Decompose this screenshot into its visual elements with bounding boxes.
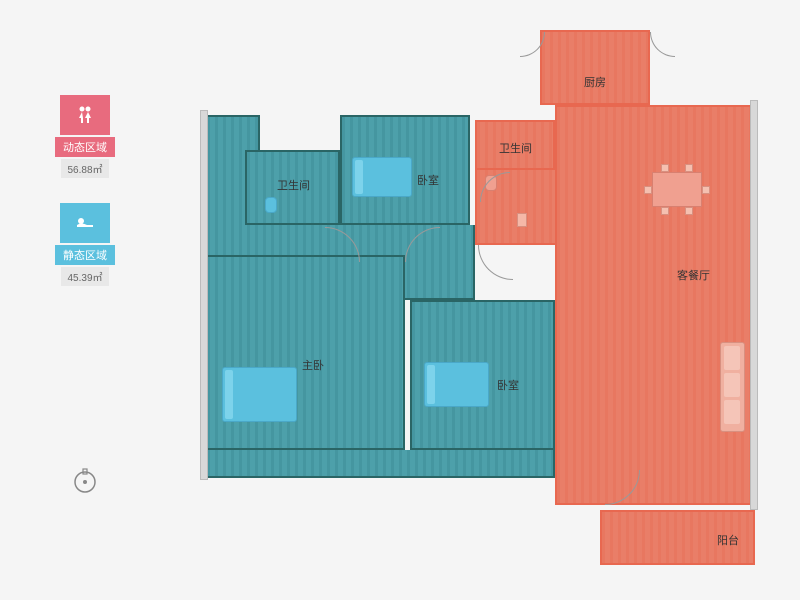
bedroom1-label: 卧室 <box>417 172 439 188</box>
floor-plan: 厨房 客餐厅 卫生间 阳台 <box>190 20 770 580</box>
legend-panel: 动态区域 56.88㎡ 静态区域 45.39㎡ <box>55 95 115 311</box>
bed-bedroom1 <box>352 157 412 197</box>
static-value: 45.39㎡ <box>61 267 108 286</box>
room-bedroom1: 卧室 <box>340 115 470 225</box>
bedroom2-label: 卧室 <box>497 377 519 393</box>
compass-icon <box>70 465 100 495</box>
outer-wall <box>750 100 758 510</box>
balcony-label: 阳台 <box>717 532 739 548</box>
room-bedroom2: 卧室 <box>410 300 555 450</box>
room-balcony: 阳台 <box>600 510 755 565</box>
dynamic-icon <box>60 95 110 135</box>
kitchen-label: 厨房 <box>584 74 606 90</box>
legend-static: 静态区域 45.39㎡ <box>55 203 115 286</box>
cabinet <box>517 213 527 227</box>
dynamic-label: 动态区域 <box>55 137 115 157</box>
masterbed-label: 主卧 <box>302 357 324 373</box>
sofa <box>720 342 745 432</box>
room-bottom-strip <box>205 450 555 478</box>
dining-table <box>652 172 702 207</box>
bed-master <box>222 367 297 422</box>
room-bathroom1: 卫生间 <box>245 150 340 225</box>
room-kitchen: 厨房 <box>540 30 650 105</box>
dynamic-value: 56.88㎡ <box>61 159 108 178</box>
room-living: 客餐厅 <box>555 105 755 505</box>
static-icon <box>60 203 110 243</box>
bathroom2-label: 卫生间 <box>499 140 532 156</box>
bathroom1-label: 卫生间 <box>277 177 310 193</box>
bed-bedroom2 <box>424 362 489 407</box>
legend-dynamic: 动态区域 56.88㎡ <box>55 95 115 178</box>
toilet-teal <box>265 197 277 213</box>
static-label: 静态区域 <box>55 245 115 265</box>
door-arc <box>478 245 513 280</box>
room-masterbed: 主卧 <box>205 255 405 450</box>
outer-wall <box>200 110 208 480</box>
room-bathroom2: 卫生间 <box>475 120 555 170</box>
door-arc <box>650 32 675 57</box>
living-label: 客餐厅 <box>677 267 710 283</box>
